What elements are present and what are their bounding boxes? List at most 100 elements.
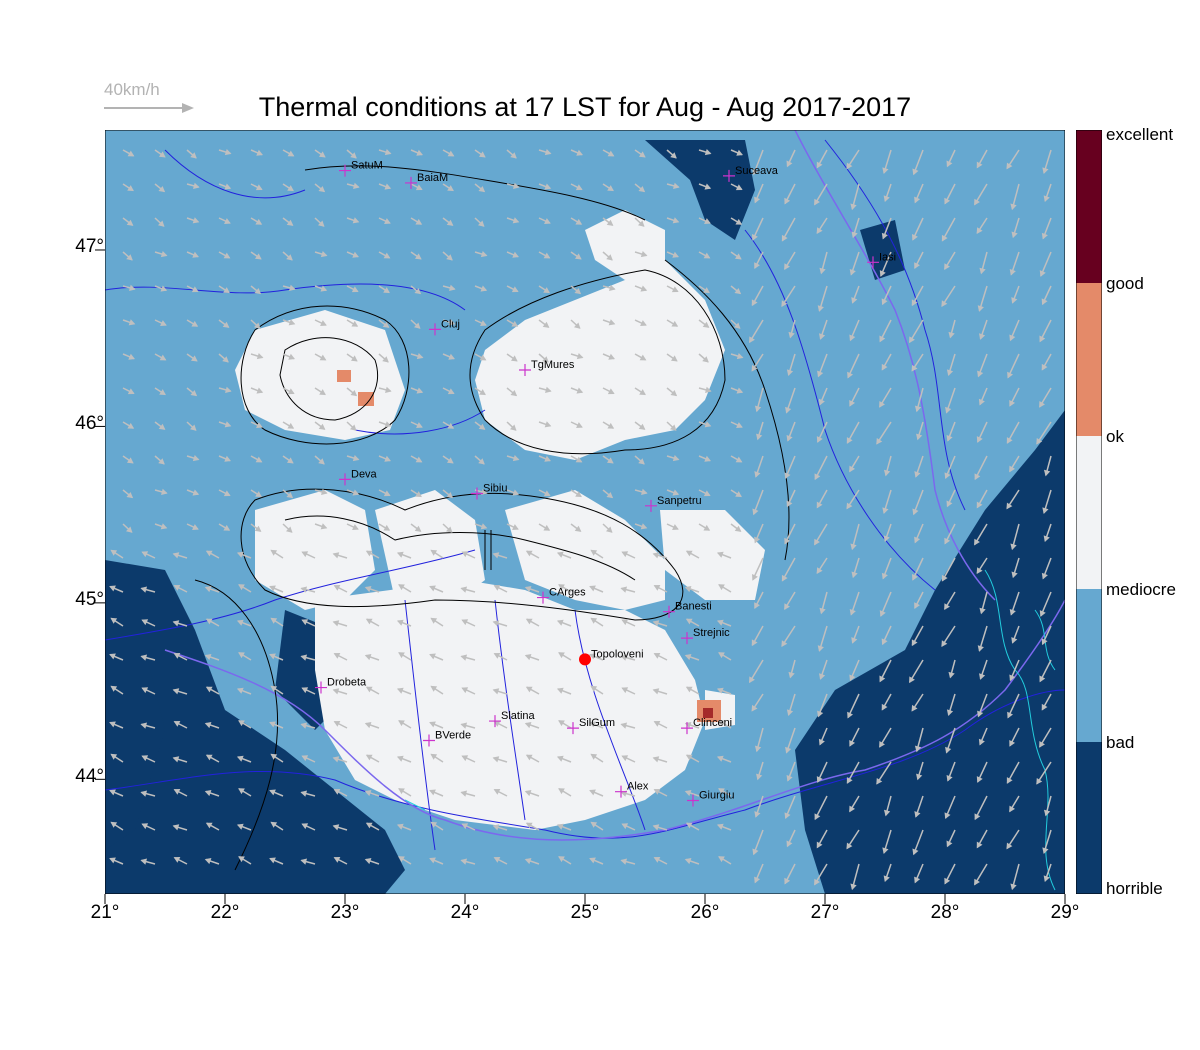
- wind-arrowhead-icon: [749, 676, 755, 684]
- wind-arrowhead-icon: [914, 811, 921, 818]
- wind-arrowhead-icon: [882, 847, 889, 854]
- wind-arrowhead-icon: [205, 618, 213, 625]
- wind-arrowhead-icon: [558, 652, 565, 659]
- wind-arrowhead-icon: [754, 196, 761, 204]
- wind-arrowhead-icon: [446, 254, 453, 261]
- wind-arrowhead-icon: [621, 551, 629, 558]
- city-label: TgMures: [531, 359, 575, 371]
- city-marker-icon: [471, 487, 483, 500]
- wind-arrowhead-icon: [816, 567, 823, 574]
- wind-arrowhead-icon: [876, 777, 883, 785]
- wind-arrowhead-icon: [191, 320, 199, 327]
- wind-arrowhead-icon: [158, 458, 165, 465]
- wind-arrowhead-icon: [141, 619, 149, 626]
- wind-arrowhead-icon: [544, 421, 552, 428]
- wind-arrowhead-icon: [850, 543, 857, 551]
- wind-arrowhead-icon: [671, 286, 679, 293]
- wind-arrowhead-icon: [941, 574, 948, 582]
- wind-arrowhead-icon: [172, 552, 180, 559]
- wind-arrowhead-icon: [735, 456, 743, 463]
- wind-arrowhead-icon: [589, 721, 596, 728]
- lon-tick-label: 24°: [450, 902, 480, 923]
- wind-arrowhead-icon: [944, 603, 950, 611]
- wind-arrowhead-icon: [1006, 162, 1013, 170]
- wind-arrowhead-icon: [1011, 637, 1018, 644]
- wind-arrowhead-icon: [160, 523, 168, 530]
- wind-arrowhead-icon: [1036, 437, 1043, 445]
- wind-arrowhead-icon: [255, 184, 263, 191]
- wind-arrowhead-icon: [1009, 805, 1016, 813]
- city-carges: CArges: [537, 587, 586, 604]
- wind-arrowhead-icon: [364, 585, 372, 593]
- lon-tick-label: 23°: [330, 902, 360, 923]
- wind-arrowhead-icon: [300, 654, 308, 661]
- wind-arrowhead-icon: [204, 857, 212, 865]
- wind-arrowhead-icon: [788, 331, 795, 339]
- wind-arrowhead-icon: [128, 319, 136, 326]
- wind-arrowhead-icon: [270, 753, 278, 760]
- wind-arrowhead-icon: [974, 538, 980, 546]
- wind-arrowhead-icon: [652, 688, 660, 695]
- wind-arrowhead-icon: [352, 489, 360, 496]
- thermal-map: SatuM BaiaM Suceava Iasi Cluj TgMures Deva Sibi…: [105, 130, 1065, 894]
- wind-arrowhead-icon: [716, 551, 724, 558]
- wind-arrowhead-icon: [383, 287, 390, 294]
- wind-arrowhead-icon: [140, 858, 148, 865]
- wind-arrowhead-icon: [685, 822, 693, 829]
- wind-arrowhead-icon: [817, 645, 824, 652]
- wind-arrowhead-icon: [751, 573, 758, 581]
- city-marker-icon: [429, 323, 441, 336]
- wind-arrowhead-icon: [429, 653, 436, 660]
- wind-arrowhead-icon: [352, 524, 359, 530]
- wind-arrowhead-icon: [270, 549, 278, 556]
- wind-arrowhead-icon: [819, 267, 826, 275]
- wind-arrowhead-icon: [1042, 507, 1049, 514]
- wind-arrowhead-icon: [1043, 535, 1050, 543]
- wind-arrowhead-icon: [414, 525, 422, 532]
- city-marker-icon: [567, 722, 579, 735]
- wind-arrowhead-icon: [640, 320, 647, 326]
- city-sanpetru: Sanpetru: [645, 495, 702, 512]
- city-marker-icon: [519, 363, 531, 376]
- wind-arrowhead-icon: [461, 619, 469, 626]
- wind-arrowhead-icon: [140, 654, 148, 661]
- wind-arrowhead-icon: [236, 755, 244, 762]
- wind-arrowhead-icon: [110, 821, 118, 828]
- wind-arrowhead-icon: [814, 538, 820, 546]
- wind-arrowhead-icon: [318, 423, 326, 430]
- wind-arrowhead-icon: [415, 491, 422, 498]
- wind-arrowhead-icon: [734, 253, 742, 260]
- wind-arrowhead-icon: [109, 721, 116, 728]
- city-clinceni: Clinceni: [681, 717, 732, 735]
- city-marker-icon: [645, 499, 657, 512]
- wind-arrowhead-icon: [333, 584, 341, 591]
- wind-arrowhead-icon: [238, 856, 245, 863]
- wind-arrowhead-icon: [754, 811, 761, 818]
- wind-arrowhead-icon: [944, 197, 951, 205]
- wind-arrowhead-icon: [716, 619, 724, 626]
- wind-arrowhead-icon: [365, 618, 373, 625]
- wind-arrowhead-icon: [911, 299, 918, 307]
- wind-arrowhead-icon: [270, 617, 278, 624]
- city-label: Sanpetru: [657, 495, 702, 507]
- wind-arrowhead-icon: [543, 490, 551, 497]
- wind-arrowhead-icon: [916, 773, 923, 781]
- wind-arrowhead-icon: [607, 388, 615, 395]
- wind-arrowhead-icon: [606, 219, 614, 226]
- wind-arrowhead-icon: [159, 389, 166, 396]
- wind-arrowhead-icon: [204, 789, 212, 797]
- wind-arrowhead-icon: [398, 584, 405, 591]
- lon-tick-label: 25°: [570, 902, 600, 923]
- wind-arrowhead-icon: [189, 424, 197, 431]
- wind-arrowhead-icon: [946, 840, 953, 848]
- city-label: Strejnic: [693, 627, 730, 639]
- wind-arrowhead-icon: [784, 812, 791, 820]
- wind-arrowhead-icon: [945, 746, 952, 754]
- wind-arrowhead-icon: [492, 756, 500, 763]
- city-marker-icon: [423, 734, 435, 747]
- wind-arrowhead-icon: [849, 609, 856, 616]
- wind-arrowhead-icon: [575, 218, 583, 225]
- wind-arrowhead-icon: [382, 356, 389, 363]
- wind-arrowhead-icon: [948, 671, 955, 679]
- wind-arrowhead-icon: [269, 721, 276, 728]
